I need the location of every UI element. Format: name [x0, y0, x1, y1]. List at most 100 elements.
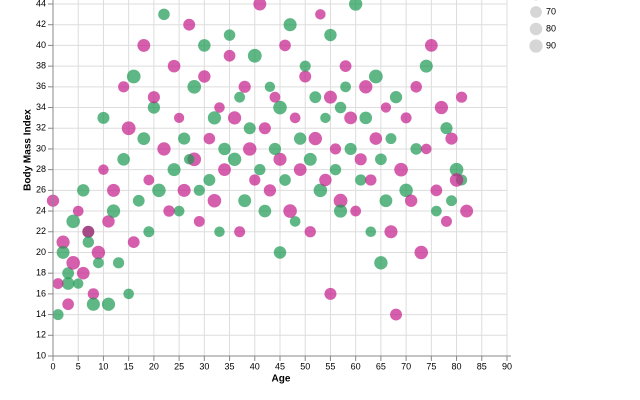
- bubble: [243, 122, 256, 135]
- bubble: [234, 91, 246, 103]
- bubble: [214, 102, 225, 113]
- bubble: [299, 60, 311, 72]
- bubble: [258, 204, 272, 218]
- y-tick-label: 38: [36, 60, 46, 70]
- bubble: [158, 8, 170, 21]
- y-tick-label: 26: [36, 185, 46, 195]
- x-tick-label: 30: [199, 361, 209, 371]
- bubble: [167, 163, 181, 177]
- y-tick-label: 40: [36, 40, 46, 50]
- bubble: [198, 39, 211, 52]
- bubble: [380, 102, 392, 113]
- bubble: [238, 194, 252, 208]
- bubble: [143, 226, 155, 238]
- size-legend-label: 80: [546, 23, 556, 33]
- bubble: [198, 70, 211, 83]
- bubble: [98, 164, 109, 175]
- bubble: [147, 91, 160, 104]
- bubble: [324, 287, 337, 300]
- bubble: [445, 132, 458, 145]
- bubble: [315, 9, 326, 20]
- size-legend-symbol: [529, 39, 543, 53]
- bubble: [118, 81, 130, 93]
- bubble: [187, 80, 202, 94]
- bubble: [384, 225, 398, 239]
- marks: [46, 0, 474, 321]
- y-tick-label: 44: [36, 0, 46, 8]
- bubble: [268, 142, 282, 156]
- x-tick-label: 60: [351, 361, 361, 371]
- x-tick-label: 80: [452, 361, 462, 371]
- x-tick-label: 20: [149, 361, 159, 371]
- bubble: [424, 39, 438, 52]
- y-tick-label: 22: [36, 226, 46, 236]
- bubble: [349, 0, 363, 11]
- bubble: [121, 121, 136, 136]
- bubble: [56, 235, 70, 249]
- bubble: [329, 143, 342, 155]
- bubble: [137, 38, 151, 52]
- bubble: [62, 298, 74, 311]
- bubble: [177, 183, 191, 197]
- bubble: [440, 122, 453, 135]
- x-tick-label: 25: [174, 361, 184, 371]
- bubble: [132, 194, 145, 207]
- size-legend-symbol: [530, 6, 542, 18]
- bubble: [253, 0, 267, 11]
- bubble: [193, 184, 205, 196]
- bubble: [283, 18, 297, 32]
- x-tick-label: 45: [275, 361, 285, 371]
- bubble: [460, 204, 474, 218]
- y-tick-label: 36: [36, 81, 46, 91]
- y-tick-label: 14: [36, 309, 46, 319]
- bubble: [369, 132, 383, 145]
- bubble: [126, 69, 141, 84]
- bubble: [247, 48, 262, 63]
- x-tick-label: 70: [401, 361, 411, 371]
- bubble: [218, 163, 231, 177]
- bubble: [123, 288, 134, 300]
- bubble: [203, 174, 216, 186]
- x-tick-label: 65: [376, 361, 386, 371]
- bubble: [374, 256, 388, 270]
- bubble: [52, 278, 64, 289]
- bubble: [289, 112, 301, 124]
- x-tick-label: 5: [76, 361, 81, 371]
- bubble: [91, 245, 106, 260]
- bubble: [355, 174, 367, 186]
- bubble: [157, 142, 171, 156]
- x-tick-label: 75: [426, 361, 436, 371]
- bubble: [273, 152, 287, 166]
- bubble: [449, 162, 464, 177]
- bubble: [279, 39, 291, 52]
- bubble: [324, 28, 337, 42]
- x-tick-label: 85: [477, 361, 487, 371]
- y-axis-title: Body Mass Index: [23, 109, 34, 191]
- bubble: [334, 101, 347, 114]
- y-tick-label: 12: [36, 330, 46, 340]
- bubble: [238, 80, 251, 93]
- y-tick-label: 18: [36, 268, 46, 278]
- bubble: [354, 153, 367, 166]
- size-legend-label: 70: [546, 6, 556, 16]
- bubble: [86, 297, 100, 311]
- x-tick-label: 10: [98, 361, 108, 371]
- bubble: [101, 297, 116, 311]
- y-tick-label: 30: [36, 143, 46, 153]
- bubble: [410, 143, 422, 155]
- bubble: [308, 131, 322, 146]
- bubble: [183, 154, 195, 165]
- x-tick-label: 90: [502, 361, 512, 371]
- bubble: [214, 226, 225, 238]
- bubble: [137, 132, 151, 145]
- bubble: [273, 246, 287, 259]
- bubble: [404, 194, 418, 207]
- bubble: [227, 152, 242, 166]
- bubble: [279, 174, 291, 186]
- bubble: [127, 236, 140, 249]
- bubble: [66, 256, 80, 270]
- bubble: [178, 132, 191, 145]
- bubble: [309, 91, 322, 104]
- bubble: [320, 112, 331, 124]
